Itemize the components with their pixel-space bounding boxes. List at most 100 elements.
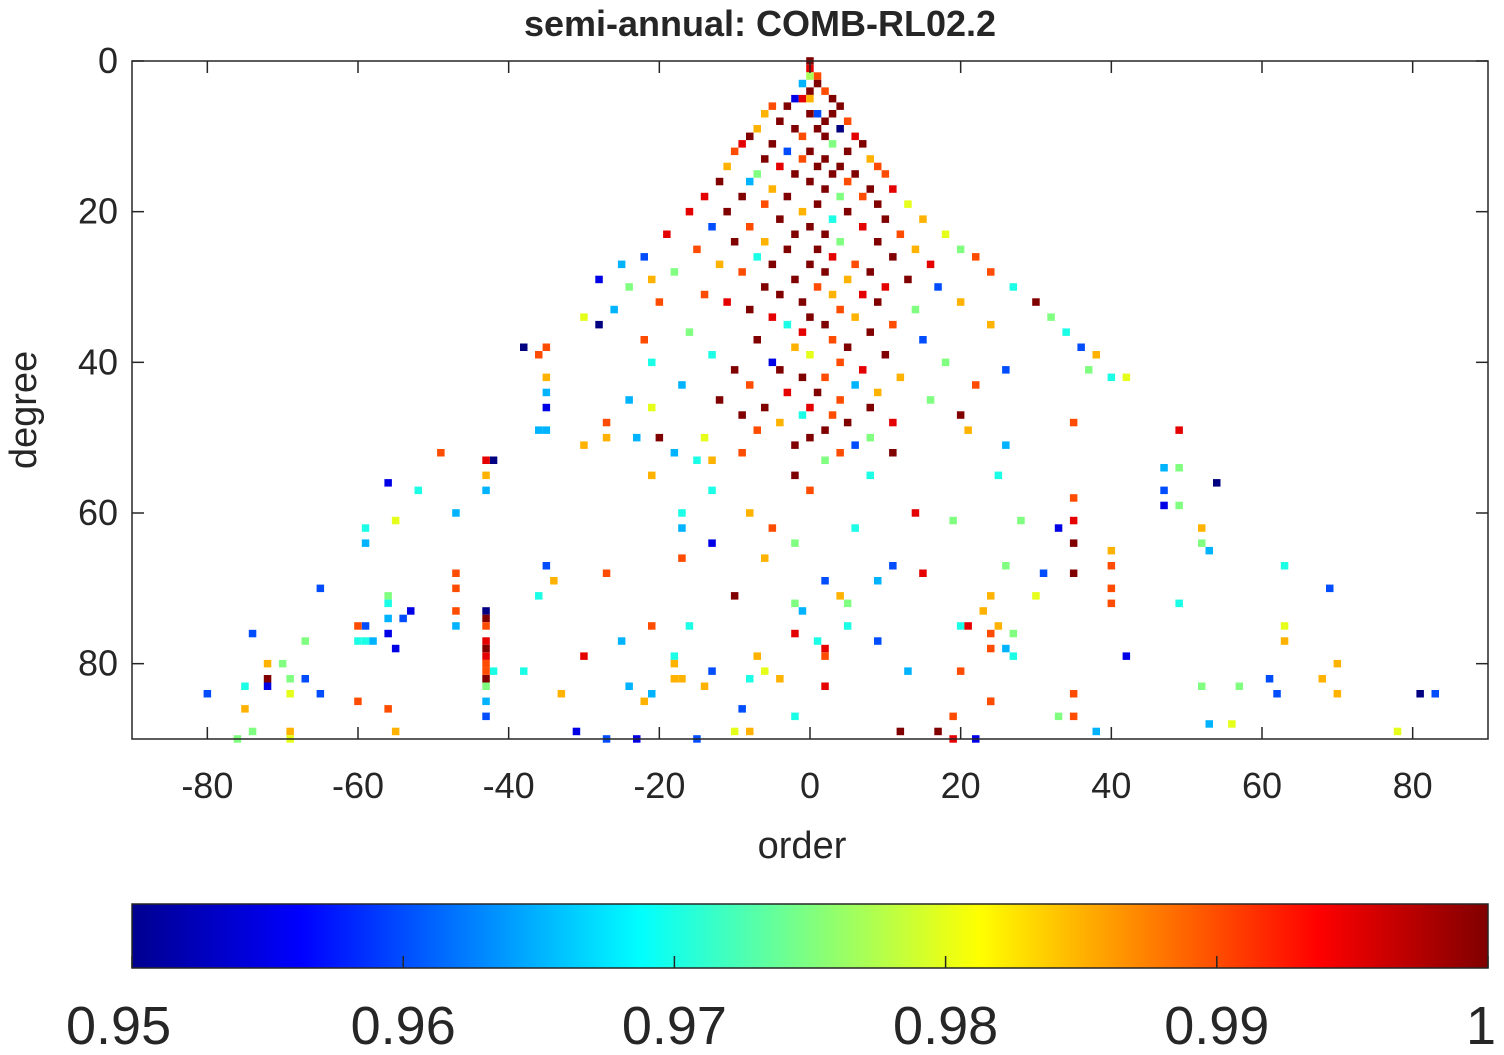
heatmap-cell: [821, 644, 829, 653]
heatmap-cell: [482, 659, 490, 668]
heatmap-cell: [761, 238, 769, 246]
heatmap-cell: [286, 675, 294, 683]
heatmap-cell: [806, 260, 814, 269]
heatmap-cell: [1062, 328, 1070, 336]
heatmap-cell: [1333, 659, 1342, 668]
heatmap-cell: [821, 426, 829, 434]
heatmap-cell: [813, 245, 822, 254]
heatmap-cell: [602, 433, 611, 442]
heatmap-cell: [708, 486, 716, 495]
colorbar: [131, 903, 1489, 969]
heatmap-cell: [648, 471, 656, 480]
x-axis-label: order: [758, 825, 847, 867]
heatmap-cell: [384, 629, 392, 638]
heatmap-cell: [866, 403, 874, 412]
heatmap-cell: [851, 381, 859, 389]
heatmap-cell: [851, 524, 859, 532]
heatmap-cell: [859, 223, 867, 231]
heatmap-cell: [286, 690, 294, 698]
heatmap-cell: [768, 524, 777, 532]
heatmap-cell: [836, 358, 844, 367]
heatmap-cell: [452, 584, 460, 593]
heatmap-cell: [821, 652, 829, 660]
heatmap-cell: [798, 155, 807, 163]
heatmap-cell: [964, 426, 972, 434]
heatmap-cell: [520, 343, 528, 351]
heatmap-cell: [1198, 524, 1206, 532]
heatmap-cell: [791, 94, 799, 103]
heatmap-cell: [881, 283, 890, 291]
heatmap-cell: [889, 185, 897, 193]
heatmap-cell: [685, 328, 694, 336]
heatmap-cell: [768, 313, 777, 321]
heatmap-cell: [700, 682, 709, 690]
heatmap-cell: [934, 283, 942, 291]
heatmap-cell: [1032, 298, 1040, 306]
heatmap-cell: [361, 637, 370, 645]
heatmap-cell: [874, 637, 882, 645]
heatmap-cell: [708, 456, 716, 464]
heatmap-cell: [1333, 690, 1342, 698]
heatmap-cell: [874, 238, 882, 246]
heatmap-cell: [874, 388, 882, 397]
heatmap-cell: [987, 320, 995, 329]
heatmap-cell: [828, 253, 837, 261]
heatmap-cell: [859, 192, 867, 201]
heatmap-cell: [836, 162, 844, 171]
heatmap-cell: [746, 305, 754, 314]
heatmap-cell: [1054, 524, 1063, 532]
heatmap-cell: [798, 298, 807, 306]
heatmap-cell: [761, 200, 769, 208]
x-tick-label: -60: [332, 765, 384, 806]
heatmap-cell: [730, 366, 739, 374]
heatmap-cell: [798, 79, 807, 88]
heatmap-cell: [821, 185, 829, 193]
heatmap-cell: [874, 200, 882, 208]
heatmap-cell: [783, 147, 792, 156]
heatmap-cell: [1280, 562, 1289, 570]
heatmap-cell: [482, 667, 490, 675]
heatmap-cell: [798, 94, 807, 103]
heatmap-cell: [806, 313, 814, 321]
heatmap-cell: [798, 132, 807, 141]
heatmap-cell: [949, 712, 957, 721]
heatmap-cell: [746, 223, 754, 231]
heatmap-cell: [542, 388, 551, 397]
heatmap-cell: [482, 637, 490, 645]
heatmap-cell: [730, 592, 739, 600]
heatmap-cell: [535, 592, 543, 600]
heatmap-cell: [1160, 486, 1168, 495]
heatmap-cell: [708, 667, 716, 675]
heatmap-cell: [889, 320, 897, 329]
heatmap-cell: [1032, 592, 1040, 600]
heatmap-cell: [263, 675, 272, 683]
heatmap-cell: [911, 305, 920, 314]
heatmap-cell: [1054, 712, 1063, 721]
heatmap-cell: [730, 238, 739, 246]
heatmap-cell: [949, 516, 957, 525]
heatmap-cell: [798, 207, 807, 216]
heatmap-cell: [874, 577, 882, 585]
heatmap-cell: [738, 140, 746, 148]
chart-title: semi-annual: COMB-RL02.2: [524, 3, 996, 44]
heatmap-cell: [723, 298, 731, 306]
heatmap-cell: [678, 381, 686, 389]
heatmap-cell: [866, 185, 874, 193]
heatmap-cell: [361, 622, 370, 630]
heatmap-cell: [678, 675, 686, 683]
heatmap-cell: [1009, 629, 1018, 638]
heatmap-cell: [248, 727, 257, 736]
heatmap-cell: [813, 200, 822, 208]
heatmap-cell: [1002, 562, 1010, 570]
heatmap-cell: [700, 192, 709, 201]
colorbar-tick-label: 1: [1466, 996, 1496, 1050]
heatmap-cell: [542, 403, 551, 412]
heatmap-cell: [783, 388, 792, 397]
heatmap-cell: [874, 162, 882, 171]
heatmap-cell: [1092, 727, 1100, 736]
heatmap-cell: [1069, 690, 1078, 698]
heatmap-cell: [655, 298, 664, 306]
heatmap-cell: [987, 592, 995, 600]
heatmap-cell: [482, 622, 490, 630]
heatmap-cell: [203, 690, 212, 698]
